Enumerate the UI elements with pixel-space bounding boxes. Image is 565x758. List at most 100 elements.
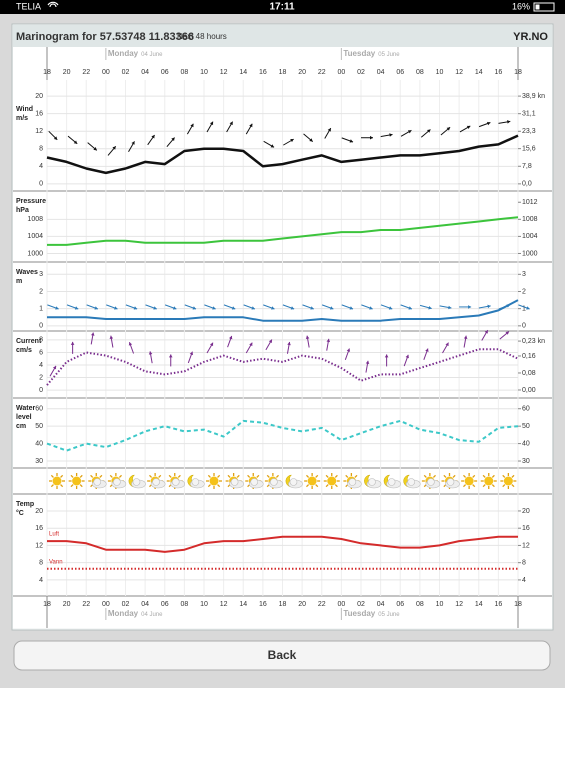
weather-icon (461, 473, 478, 489)
panel-label: Water (16, 405, 35, 412)
sun-ray (463, 484, 467, 488)
panel-label: Wind (16, 106, 33, 113)
direction-arrow (384, 354, 389, 367)
y2-tick-label: 0,0 (522, 181, 532, 188)
direction-arrow (380, 304, 393, 310)
y2-tick-label: 7,8 (522, 163, 532, 170)
arrow-head (55, 306, 59, 310)
arrow-head (369, 306, 373, 310)
direction-arrow (227, 335, 233, 348)
arrow-head (309, 138, 313, 142)
panel-label: m (16, 278, 22, 285)
weather-icon (364, 474, 382, 489)
hour-label: 00 (102, 601, 110, 608)
y-tick-label: 50 (35, 423, 43, 430)
day-date: 05 June (378, 612, 400, 618)
series-line (46, 419, 519, 452)
y2-tick-label: 30 (522, 458, 530, 465)
cloud (427, 478, 435, 486)
y2-tick-label: 0,16 (522, 353, 536, 360)
cloud (368, 478, 376, 486)
cloud (446, 478, 455, 486)
y2-tick-label: 1000 (522, 250, 538, 257)
direction-arrow (48, 130, 58, 141)
y2-tick-label: 23,3 (522, 128, 536, 135)
back-button[interactable] (13, 640, 551, 671)
arrow-head (73, 140, 78, 144)
sun-ray (306, 484, 310, 488)
arrow-head (389, 133, 393, 137)
hour-label: 18 (279, 601, 287, 608)
y2-tick-label: 12 (522, 542, 530, 549)
sun-ray (511, 474, 515, 478)
y-tick-label: 2 (39, 288, 43, 295)
cloud (250, 478, 259, 486)
y-tick-label: 12 (35, 128, 43, 135)
y-tick-label: 1000 (27, 250, 43, 257)
sun (327, 476, 337, 486)
direction-arrow (184, 304, 197, 310)
arrow-head (526, 306, 530, 310)
arrow-head (448, 305, 452, 310)
hour-label: 22 (82, 601, 90, 608)
direction-arrow (440, 126, 451, 136)
y2-tick-label: 1 (522, 306, 526, 313)
cloud (93, 478, 102, 486)
y-tick-label: 1 (39, 306, 43, 313)
arrow-head (486, 121, 491, 126)
sun-ray (315, 484, 319, 488)
back-button-label[interactable]: Back (268, 648, 297, 662)
direction-arrow (361, 135, 373, 140)
arrow-head (209, 342, 214, 347)
arrow-head (446, 127, 451, 131)
arrow-head (112, 146, 116, 150)
direction-arrow (321, 304, 334, 310)
arrow-head (90, 332, 95, 336)
hour-label: 06 (161, 69, 169, 76)
direction-arrow (128, 342, 135, 354)
arrow-head (365, 360, 370, 365)
hour-label: 02 (357, 601, 365, 608)
hour-label: 06 (396, 69, 404, 76)
y2-tick-label: 3 (522, 271, 526, 278)
hour-label: 08 (416, 601, 424, 608)
hour-label: 20 (298, 601, 306, 608)
y2-tick-label: 4 (522, 577, 526, 584)
series-line (47, 535, 518, 553)
arrow-head (228, 335, 233, 340)
direction-arrow (286, 341, 291, 354)
y2-tick-label: 38,9 kn (522, 93, 545, 100)
hour-label: 14 (475, 69, 483, 76)
arrow-head (231, 306, 236, 310)
sun-ray (275, 474, 279, 478)
y2-tick-label: 50 (522, 423, 530, 430)
arrow-head (326, 338, 331, 343)
y-tick-label: 4 (39, 362, 43, 369)
arrow-head (305, 335, 310, 339)
series-line (47, 299, 519, 322)
arrow-head (270, 144, 275, 148)
sun-ray (491, 484, 495, 488)
weather-icon (68, 473, 85, 489)
sun-ray (502, 474, 506, 478)
direction-arrow (67, 135, 78, 145)
legend-label: Vann (49, 559, 63, 565)
weather-icon (166, 473, 186, 489)
direction-arrow (499, 331, 510, 340)
hour-label: 04 (377, 69, 385, 76)
arrow-head (349, 139, 354, 143)
direction-arrow (87, 142, 98, 151)
sun-ray (463, 474, 467, 478)
direction-arrow (147, 134, 155, 146)
sun-ray (325, 484, 329, 488)
weather-icon (323, 473, 340, 489)
direction-arrow (439, 305, 452, 310)
sun-ray (423, 474, 427, 478)
y2-tick-label: 0,23 kn (522, 338, 545, 345)
direction-arrow (245, 123, 253, 135)
sun-ray (482, 484, 486, 488)
y2-tick-label: 40 (522, 440, 530, 447)
series-line (46, 134, 519, 175)
hour-label: 10 (436, 69, 444, 76)
arrow-head (52, 365, 57, 370)
